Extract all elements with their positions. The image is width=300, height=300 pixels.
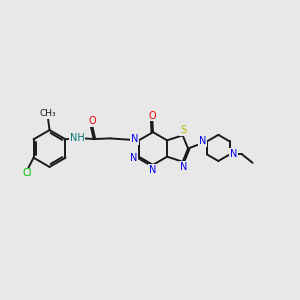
Text: Cl: Cl	[22, 168, 32, 178]
Text: N: N	[230, 149, 238, 159]
Text: O: O	[88, 116, 96, 126]
Text: NH: NH	[70, 133, 85, 143]
Text: N: N	[180, 162, 187, 172]
Text: N: N	[131, 134, 138, 144]
Text: CH₃: CH₃	[40, 109, 56, 118]
Text: N: N	[130, 153, 137, 163]
Text: N: N	[199, 136, 206, 146]
Text: O: O	[148, 110, 156, 121]
Text: N: N	[149, 165, 156, 175]
Text: S: S	[180, 125, 186, 135]
